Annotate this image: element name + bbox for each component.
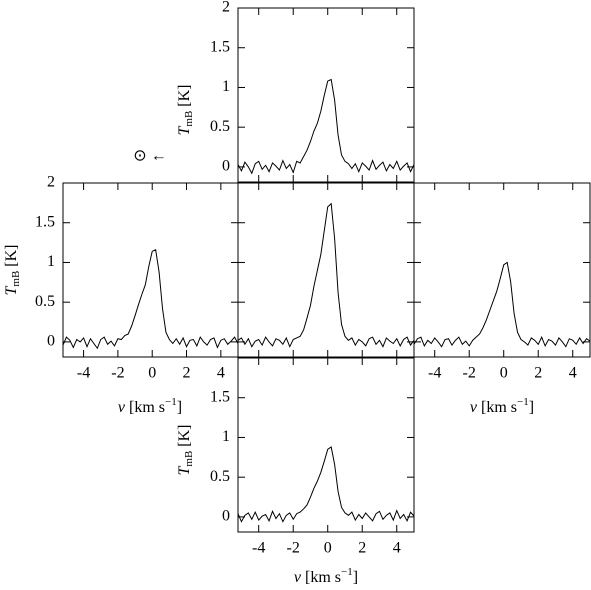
panel-frame <box>237 7 415 183</box>
spectrum-line <box>413 261 591 348</box>
label-symbol: v <box>294 569 302 586</box>
label-symbol: v <box>118 399 126 416</box>
y-axis-label: TmB [K] <box>176 424 195 475</box>
label-exponent: −1 <box>517 396 529 408</box>
x-tick-label: 4 <box>217 365 225 382</box>
label-unit: [K] <box>176 84 193 106</box>
label-symbol: T <box>176 466 193 476</box>
label-unit: [km s <box>481 399 517 416</box>
spectrum-line <box>237 446 415 523</box>
label-subscript: mB <box>183 451 195 467</box>
y-tick-label: 0 <box>47 333 55 350</box>
y-tick-label: 1 <box>222 78 230 95</box>
y-tick-label: 1.5 <box>210 388 230 405</box>
x-tick-label: 2 <box>534 365 542 382</box>
x-tick-label: 0 <box>148 365 156 382</box>
x-tick-label: -4 <box>428 365 441 382</box>
y-tick-label: 0.5 <box>210 118 230 135</box>
label-unit: [K] <box>176 424 193 446</box>
x-tick-label: -2 <box>463 365 476 382</box>
label-unit: [km s <box>129 399 165 416</box>
spectrum-line <box>237 78 415 175</box>
spectrum-line <box>237 202 415 348</box>
x-tick-label: 4 <box>569 365 577 382</box>
panel-frame <box>62 182 239 358</box>
label-close: ] <box>353 569 358 586</box>
label-symbol: T <box>3 286 20 296</box>
y-axis-label: TmB [K] <box>176 84 195 135</box>
x-tick-label: 4 <box>393 540 401 557</box>
label-exponent: −1 <box>165 396 177 408</box>
y-tick-label: 0.5 <box>35 293 55 310</box>
label-symbol: T <box>176 126 193 136</box>
label-exponent: −1 <box>341 566 353 578</box>
y-tick-label: 2 <box>222 0 230 16</box>
x-tick-label: -2 <box>111 365 124 382</box>
annotation: ⊙ ← <box>133 148 166 165</box>
x-tick-label: 2 <box>183 365 191 382</box>
y-tick-label: 0 <box>222 158 230 175</box>
x-axis-label: v [km s−1] <box>470 396 534 416</box>
x-tick-label: -4 <box>252 540 265 557</box>
label-unit: [K] <box>3 244 20 266</box>
spectrum-line <box>62 249 239 350</box>
x-tick-label: 0 <box>500 365 508 382</box>
x-tick-label: 0 <box>324 540 332 557</box>
x-axis-label: v [km s−1] <box>118 396 182 416</box>
panel-frame <box>237 182 415 358</box>
x-tick-label: 2 <box>358 540 366 557</box>
y-tick-label: 0.5 <box>210 468 230 485</box>
x-axis-label: v [km s−1] <box>294 566 358 586</box>
y-tick-label: 1 <box>47 253 55 270</box>
x-tick-label: -4 <box>77 365 90 382</box>
label-unit: [km s <box>305 569 341 586</box>
label-subscript: mB <box>10 271 22 287</box>
panel-frame <box>413 182 591 358</box>
label-close: ] <box>529 399 534 416</box>
y-tick-label: 1 <box>222 428 230 445</box>
label-close: ] <box>177 399 182 416</box>
y-tick-label: 1.5 <box>210 38 230 55</box>
panel-frame <box>237 357 415 533</box>
y-axis-label: TmB [K] <box>3 244 22 295</box>
x-tick-label: -2 <box>287 540 300 557</box>
label-subscript: mB <box>183 111 195 127</box>
label-symbol: v <box>470 399 478 416</box>
y-tick-label: 1.5 <box>35 213 55 230</box>
y-tick-label: 0 <box>222 508 230 525</box>
y-tick-label: 2 <box>47 174 55 191</box>
